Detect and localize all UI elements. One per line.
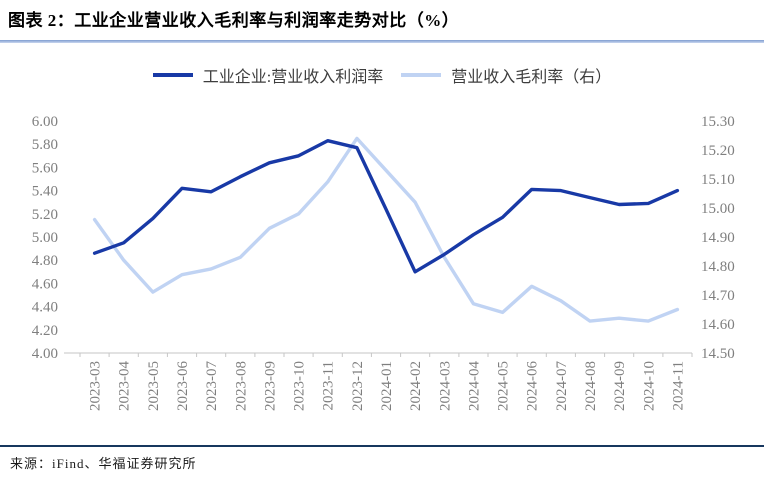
x-axis-tick-label: 2023-05: [146, 361, 162, 411]
x-axis-tick-label: 2023-10: [292, 361, 308, 411]
x-axis-tick-label: 2024-10: [641, 361, 657, 411]
legend-line-swatch-dark: [152, 73, 193, 77]
right-axis-tick-label: 14.80: [701, 259, 735, 275]
source-note: 来源：iFind、华福证券研究所: [10, 456, 197, 471]
x-axis-tick-label: 2024-05: [496, 361, 512, 411]
x-axis-tick-label: 2024-02: [408, 361, 424, 411]
left-axis-tick-label: 4.40: [32, 300, 58, 316]
x-axis-tick-label: 2024-06: [525, 361, 541, 411]
left-axis-tick-label: 5.20: [32, 207, 58, 223]
x-axis-tick-label: 2023-12: [350, 361, 366, 411]
x-axis-tick-label: 2023-04: [117, 361, 133, 411]
right-axis-tick-label: 14.50: [701, 346, 735, 362]
x-axis-tick-label: 2023-03: [88, 361, 104, 411]
right-axis-tick-label: 15.10: [701, 172, 735, 188]
left-axis-tick-label: 4.00: [32, 346, 58, 362]
left-axis-tick-label: 6.00: [32, 114, 58, 130]
left-axis-tick-label: 5.80: [32, 137, 58, 153]
x-axis-tick-label: 2024-07: [554, 361, 570, 411]
legend-label: 工业企业:营业收入利润率: [202, 69, 384, 86]
x-axis-tick-label: 2024-04: [466, 361, 482, 411]
left-axis-tick-label: 5.40: [32, 184, 58, 200]
right-axis-tick-label: 15.30: [701, 114, 735, 130]
legend-item-gross-margin: 营业收入毛利率（右）: [401, 63, 611, 87]
x-axis-tick-label: 2023-07: [204, 361, 220, 411]
chart-title: 图表 2：工业企业营业收入毛利率与利润率走势对比（%）: [8, 11, 460, 30]
dual-axis-line-chart: 6.00 5.80 5.60 5.40 5.20 5.00 4.80 4.60 4.40 4.20…: [32, 114, 735, 411]
right-axis-tick-label: 14.70: [701, 288, 735, 304]
left-axis-tick-label: 5.60: [32, 160, 58, 176]
x-axis-tick-label: 2024-01: [379, 361, 395, 411]
chart-legend: 工业企业:营业收入利润率 营业收入毛利率（右）: [0, 43, 764, 107]
left-axis-tick-label: 4.20: [32, 323, 58, 339]
x-axis-tick-label: 2023-06: [175, 361, 191, 411]
right-axis-tick-label: 15.20: [701, 143, 735, 159]
left-axis-tick-label: 4.80: [32, 253, 58, 269]
x-axis-tick-label: 2023-09: [262, 361, 278, 411]
right-axis-tick-label: 14.90: [701, 230, 735, 246]
title-divider: [0, 40, 764, 43]
x-axis-tick-label: 2024-08: [583, 361, 599, 411]
footer-rule: [0, 445, 764, 447]
x-axis-tick-label: 2024-09: [612, 361, 628, 411]
legend-label: 营业收入毛利率（右）: [451, 69, 612, 86]
series-line-1: [92, 136, 680, 323]
x-axis-tick-label: 2023-11: [321, 361, 337, 410]
x-axis-tick-label: 2024-03: [437, 361, 453, 411]
right-axis-tick-label: 14.60: [701, 317, 735, 333]
series-line-0: [92, 139, 680, 274]
legend-item-profit-margin: 工业企业:营业收入利润率: [152, 63, 384, 87]
legend-line-swatch-light: [401, 73, 442, 77]
x-axis-tick-label: 2024-11: [670, 361, 686, 410]
left-axis-tick-label: 5.00: [32, 230, 58, 246]
x-axis-tick-label: 2023-08: [233, 361, 249, 411]
left-axis-tick-label: 4.60: [32, 276, 58, 292]
right-axis-tick-label: 15.00: [701, 201, 735, 217]
